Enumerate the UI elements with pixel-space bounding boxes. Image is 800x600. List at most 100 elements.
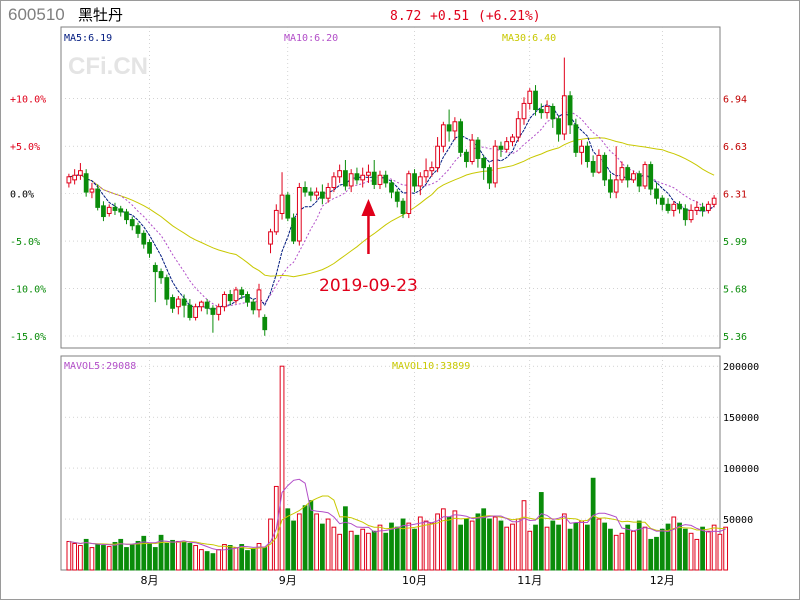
candlestick xyxy=(389,179,394,199)
volume-bar xyxy=(204,551,210,571)
volume-bar xyxy=(579,520,584,571)
volume-legend: MAVOL5:29088 xyxy=(64,361,136,372)
candlestick xyxy=(175,296,181,315)
right-axis-tick: 6.31 xyxy=(723,190,747,201)
candlestick xyxy=(371,159,377,190)
volume-bar xyxy=(648,538,654,571)
left-axis-tick: -15.0% xyxy=(10,332,46,343)
candle-body xyxy=(147,242,152,254)
current-price: 8.72 xyxy=(390,9,421,24)
volume-bar xyxy=(360,528,366,571)
volume-bar xyxy=(262,547,268,571)
candlestick xyxy=(118,205,124,217)
candlestick xyxy=(654,182,659,205)
candle-body xyxy=(319,191,325,199)
volume-bar xyxy=(233,547,239,571)
candle-body xyxy=(654,188,659,199)
candle-body xyxy=(377,174,383,185)
volume-bar xyxy=(458,524,464,571)
candle-body xyxy=(561,95,567,135)
volume-bar xyxy=(711,524,717,571)
candlestick xyxy=(112,202,118,216)
volume-bar xyxy=(452,510,458,571)
candle-body xyxy=(273,209,279,233)
right-axis-tick: 5.36 xyxy=(723,332,747,343)
candle-body xyxy=(584,145,590,163)
candlestick xyxy=(78,163,83,180)
candlestick xyxy=(659,195,665,211)
volume-bar xyxy=(222,544,227,571)
volume-bar xyxy=(717,533,723,571)
volume-bar xyxy=(550,520,556,571)
candlestick xyxy=(152,262,158,303)
candle-body xyxy=(659,197,665,205)
volume-bar xyxy=(406,522,412,571)
candle-body xyxy=(412,173,417,187)
candlestick xyxy=(331,172,337,193)
volume-bar xyxy=(227,545,233,571)
candlestick xyxy=(544,100,550,119)
candlestick xyxy=(452,117,458,141)
volume-bar xyxy=(417,516,423,571)
candle-body xyxy=(101,205,106,218)
volume-bar xyxy=(366,532,371,571)
volume-bar xyxy=(279,365,285,571)
candlestick xyxy=(296,182,302,246)
candle-body xyxy=(631,173,636,181)
candle-body xyxy=(204,301,210,309)
volume-bar xyxy=(141,535,147,571)
candle-body xyxy=(527,90,533,104)
volume-bar xyxy=(83,538,89,571)
candlestick xyxy=(613,146,619,199)
candle-body xyxy=(302,187,308,193)
candle-body xyxy=(694,206,700,211)
volume-bar xyxy=(440,508,446,571)
candlestick xyxy=(625,164,631,188)
candlestick xyxy=(394,189,400,208)
candlestick xyxy=(481,155,487,180)
candlestick xyxy=(596,149,602,174)
volume-bar xyxy=(492,516,498,571)
candle-body xyxy=(619,167,625,181)
watermark: CFi.CN xyxy=(68,53,148,80)
candlestick xyxy=(429,161,435,177)
candle-body xyxy=(354,173,360,181)
candle-body xyxy=(452,121,458,132)
candle-body xyxy=(596,154,602,173)
volume-bar xyxy=(348,530,354,571)
volume-bar xyxy=(250,548,256,571)
volume-bar xyxy=(193,545,199,571)
volume-bar xyxy=(705,530,711,571)
volume-bar xyxy=(677,522,682,571)
candlestick xyxy=(366,164,371,183)
volume-bar xyxy=(665,523,671,571)
candlestick xyxy=(521,97,527,125)
ma-legend: MA5:6.19 xyxy=(64,33,112,44)
volume-bar xyxy=(164,543,170,571)
volume-bar xyxy=(118,538,124,571)
volume-bar xyxy=(636,520,642,571)
volume-bar xyxy=(561,513,567,571)
candlestick xyxy=(187,299,193,321)
volume-bar xyxy=(573,522,579,571)
candle-body xyxy=(268,231,273,245)
volume-bar xyxy=(199,549,204,571)
candlestick xyxy=(573,118,579,157)
volume-bar xyxy=(285,508,291,571)
candle-body xyxy=(544,105,550,114)
candle-body xyxy=(665,203,671,211)
candle-body xyxy=(429,167,435,172)
volume-bar xyxy=(337,533,343,571)
candle-body xyxy=(360,174,366,181)
candlestick xyxy=(584,141,590,168)
candle-body xyxy=(700,206,705,211)
volume-bar xyxy=(412,528,417,571)
candle-body xyxy=(124,211,129,221)
candlestick xyxy=(216,303,222,321)
candlestick xyxy=(631,170,636,183)
candle-body xyxy=(487,167,492,184)
candle-body xyxy=(613,179,619,193)
volume-bar xyxy=(515,518,521,571)
candle-body xyxy=(608,179,613,193)
